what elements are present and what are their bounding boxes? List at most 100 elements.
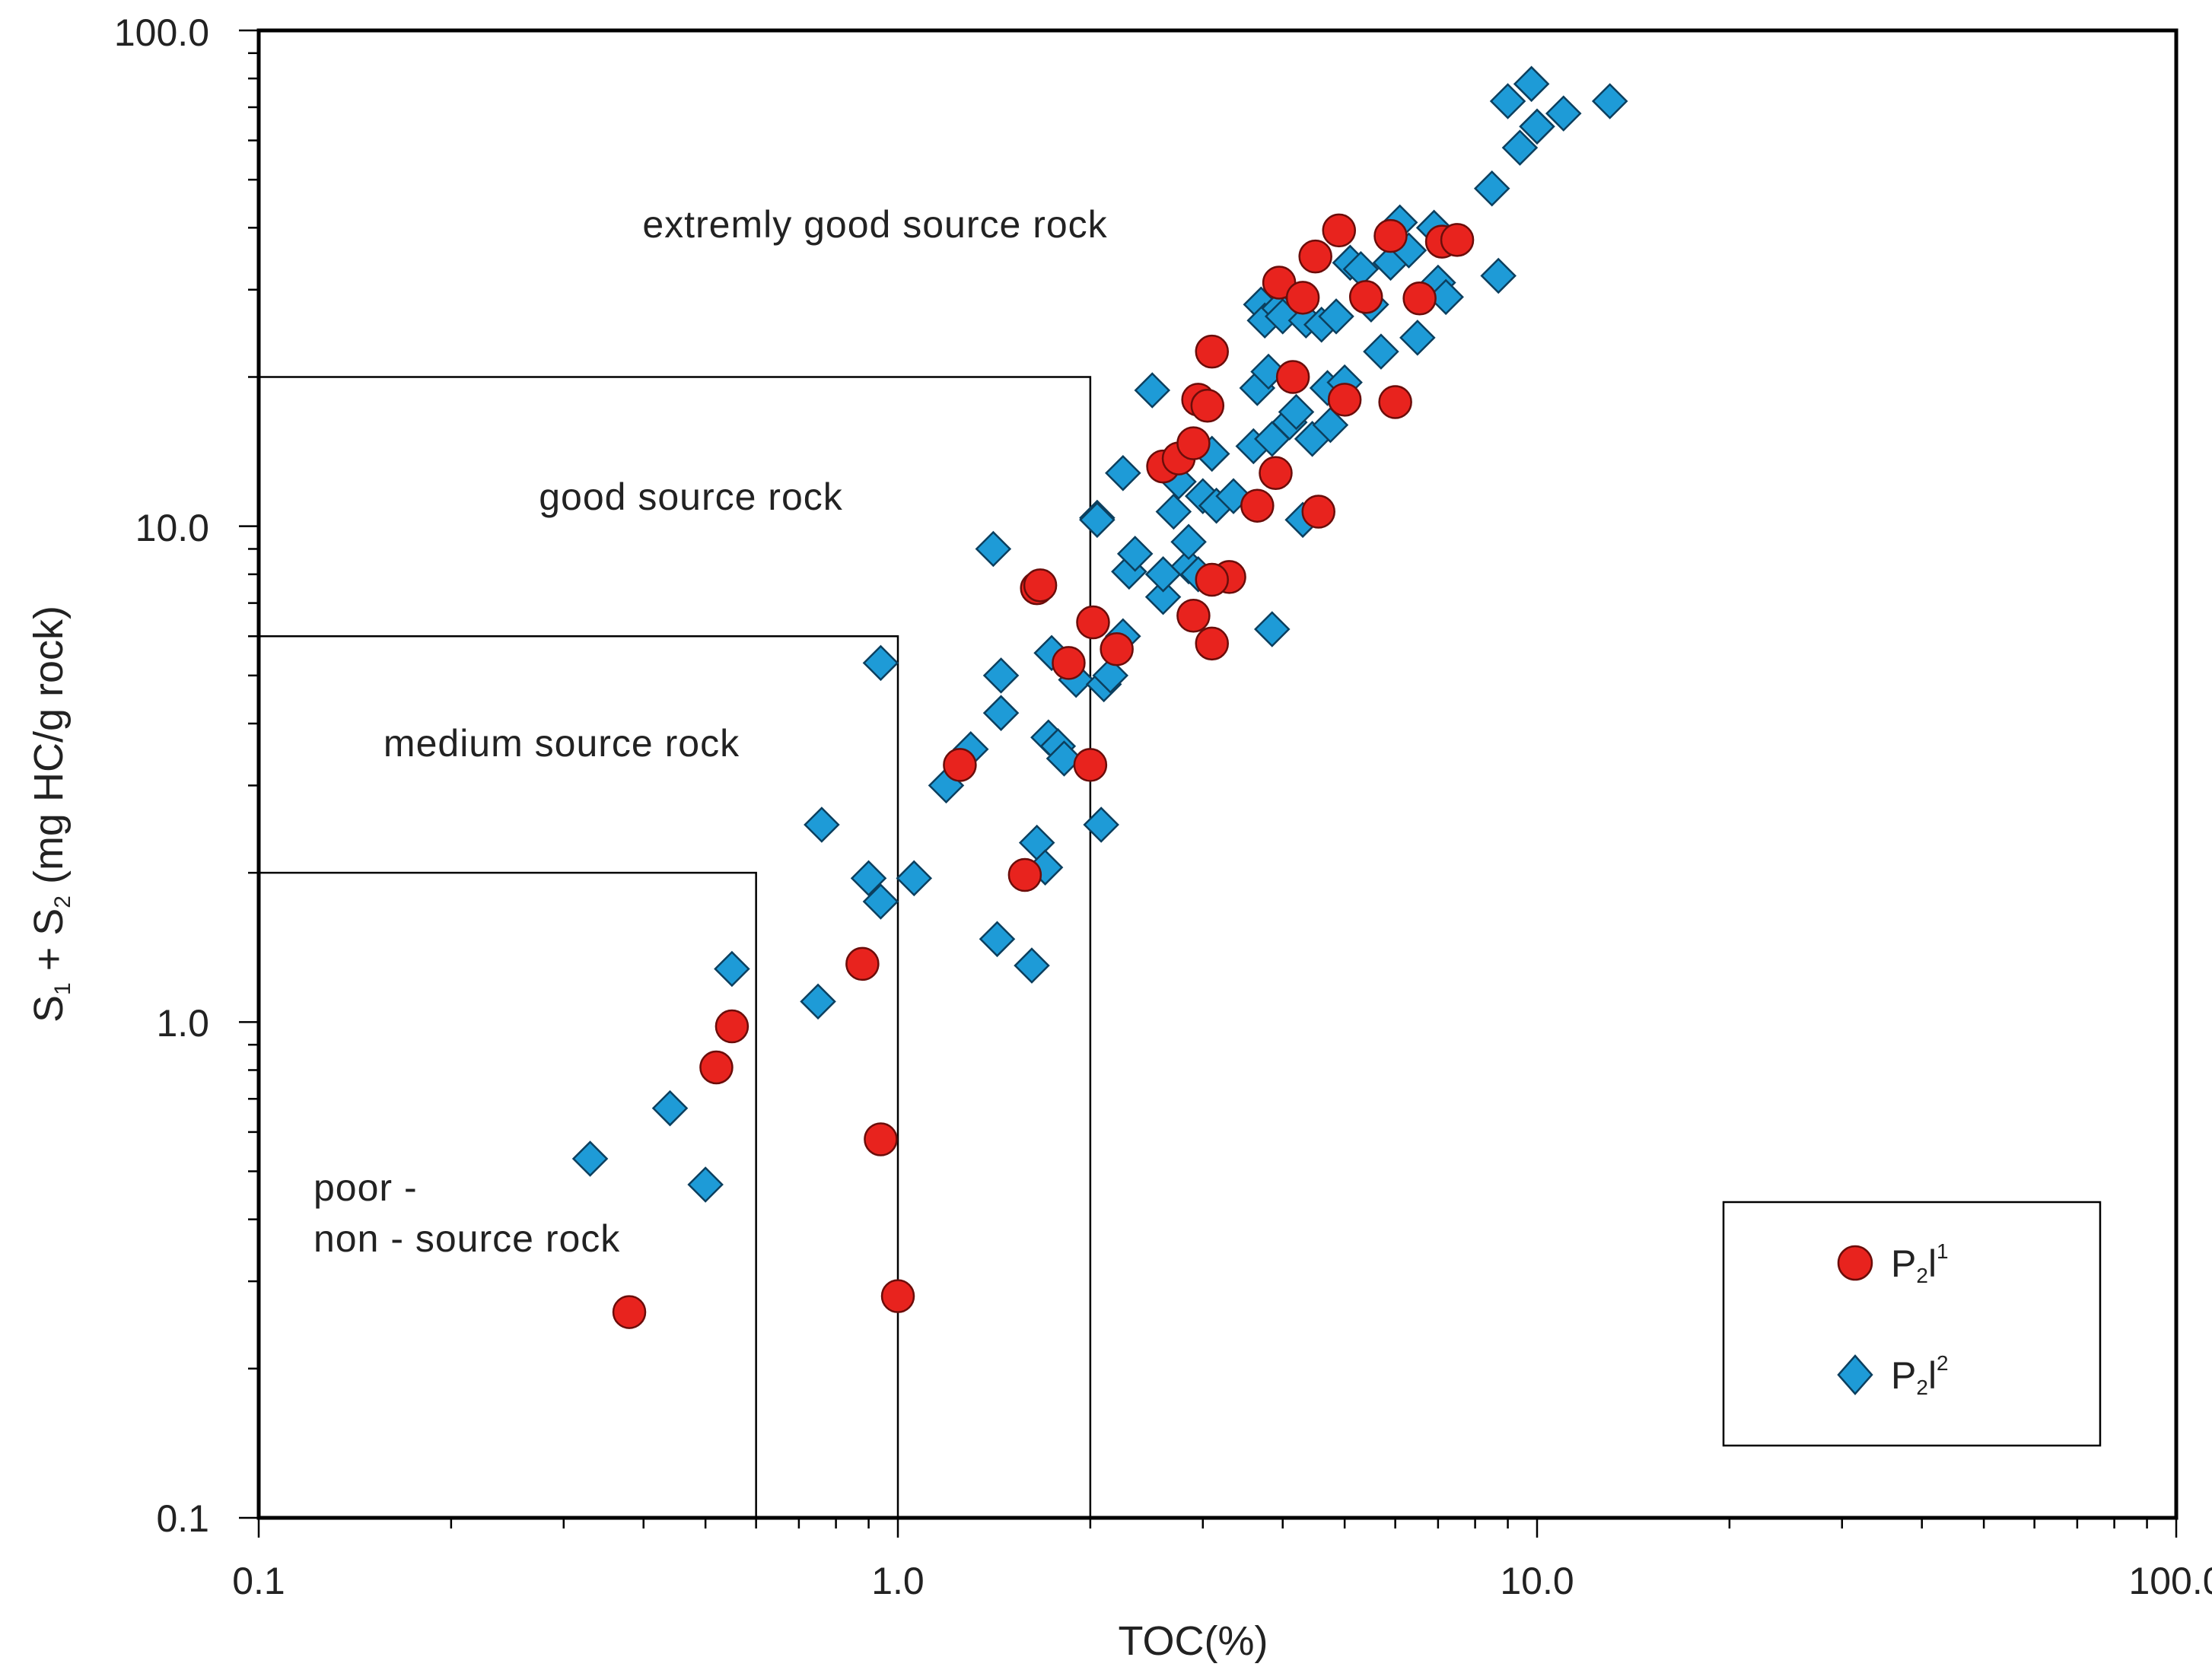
point-p2l1: [1259, 456, 1293, 491]
y-axis-title-plus: + S: [26, 908, 72, 983]
point-p2l1: [1378, 385, 1412, 419]
region-boundary-1: [259, 376, 1092, 1518]
point-p2l2: [1399, 320, 1436, 356]
point-p2l1: [1052, 646, 1086, 680]
x-tick-label: 100.0: [2128, 1560, 2212, 1602]
point-p2l1: [1023, 568, 1058, 603]
point-p2l1: [1440, 223, 1475, 257]
legend-marker-p2l2: [1837, 1354, 1873, 1395]
point-p2l2: [1278, 393, 1315, 431]
region-label-good: good source rock: [539, 476, 843, 518]
source-rock-regions: [259, 376, 1092, 1518]
point-p2l2: [1144, 578, 1182, 616]
point-p2l1: [845, 946, 880, 981]
point-p2l1: [1195, 562, 1229, 597]
point-p2l2: [896, 860, 933, 897]
point-p2l1: [1301, 495, 1335, 529]
legend-marker-p2l1: [1837, 1245, 1873, 1281]
region-label-poor-line1: poor -: [313, 1166, 418, 1209]
y-axis-title: S1 + S2 (mg HC/g rock): [26, 606, 75, 1023]
point-p2l1: [715, 1009, 750, 1044]
legend: P2l1 P2l2: [1722, 1201, 2102, 1447]
point-p2l1: [1402, 282, 1437, 316]
point-p2l2: [1318, 298, 1354, 335]
point-p2l1: [1176, 599, 1211, 633]
point-p2l1: [1298, 239, 1332, 274]
data-points: [571, 65, 1628, 1329]
point-p2l2: [1501, 129, 1539, 166]
region-label-medium: medium source rock: [384, 722, 740, 765]
point-p2l1: [1073, 748, 1108, 782]
point-p2l1: [1322, 213, 1357, 248]
point-p2l2: [1480, 257, 1517, 294]
point-p2l1: [880, 1279, 915, 1313]
point-p2l1: [1275, 360, 1310, 394]
point-p2l2: [714, 950, 750, 988]
point-p2l1: [1007, 857, 1042, 892]
point-p2l2: [1519, 108, 1555, 145]
point-p2l2: [1312, 406, 1349, 444]
x-tick-label: 0.1: [232, 1560, 285, 1602]
point-p2l2: [1489, 83, 1526, 119]
point-p2l2: [687, 1166, 724, 1203]
legend-box: [1722, 1201, 2102, 1447]
point-p2l1: [1348, 280, 1383, 314]
region-boundary-2: [259, 635, 899, 1518]
point-p2l2: [1363, 333, 1399, 370]
point-p2l1: [864, 1122, 898, 1156]
point-p2l1: [1373, 218, 1408, 253]
y-tick-label: 1.0: [156, 1002, 209, 1045]
y-tick-label: 10.0: [135, 507, 209, 549]
point-p2l2: [1046, 740, 1083, 777]
x-tick-label: 1.0: [871, 1560, 925, 1602]
point-p2l2: [1083, 806, 1119, 843]
point-p2l1: [699, 1050, 734, 1085]
region-label-extreme: extremly good source rock: [642, 203, 1107, 246]
point-p2l2: [1513, 65, 1550, 103]
point-p2l1: [1176, 426, 1211, 460]
point-p2l2: [982, 657, 1020, 694]
y-axis-title-sub1: 1: [50, 982, 75, 995]
y-tick-label: 0.1: [156, 1497, 209, 1540]
point-p2l2: [982, 695, 1020, 731]
point-p2l1: [943, 748, 977, 782]
point-p2l1: [1195, 626, 1229, 661]
point-p2l1: [1285, 281, 1320, 315]
point-p2l2: [651, 1089, 689, 1127]
point-p2l2: [1092, 657, 1129, 694]
y-axis-title-sub2: 2: [50, 895, 75, 908]
point-p2l2: [1254, 611, 1291, 647]
region-label-poor-line2: non - source rock: [313, 1217, 620, 1260]
point-p2l2: [850, 860, 887, 897]
point-p2l2: [1155, 493, 1192, 530]
x-tick-label: 10.0: [1500, 1560, 1574, 1602]
point-p2l2: [1134, 372, 1171, 409]
point-p2l2: [1116, 536, 1154, 572]
point-p2l1: [1100, 631, 1134, 666]
point-p2l2: [979, 921, 1016, 958]
point-p2l1: [1190, 389, 1225, 423]
point-p2l2: [1170, 523, 1207, 560]
x-axis-title: TOC(%): [1119, 1618, 1268, 1664]
point-p2l2: [571, 1140, 609, 1177]
point-p2l2: [862, 883, 899, 920]
point-p2l2: [1014, 947, 1050, 984]
point-p2l2: [1591, 83, 1628, 119]
point-p2l1: [612, 1295, 647, 1329]
point-p2l2: [1079, 501, 1116, 539]
legend-label-p2l1: P2l1: [1891, 1239, 1949, 1287]
region-boundary-3: [259, 871, 757, 1518]
point-p2l2: [975, 530, 1012, 568]
point-p2l2: [1473, 170, 1510, 207]
point-p2l2: [1105, 455, 1141, 491]
point-p2l2: [862, 644, 899, 682]
y-axis-title-s: S: [26, 995, 72, 1023]
point-p2l2: [804, 806, 840, 843]
legend-label-p2l2: P2l2: [1891, 1351, 1949, 1399]
plot-frame: [256, 28, 2179, 1520]
y-axis-title-units: (mg HC/g rock): [26, 606, 72, 895]
point-p2l1: [1327, 383, 1362, 417]
point-p2l2: [1545, 95, 1582, 132]
point-p2l2: [800, 983, 836, 1020]
